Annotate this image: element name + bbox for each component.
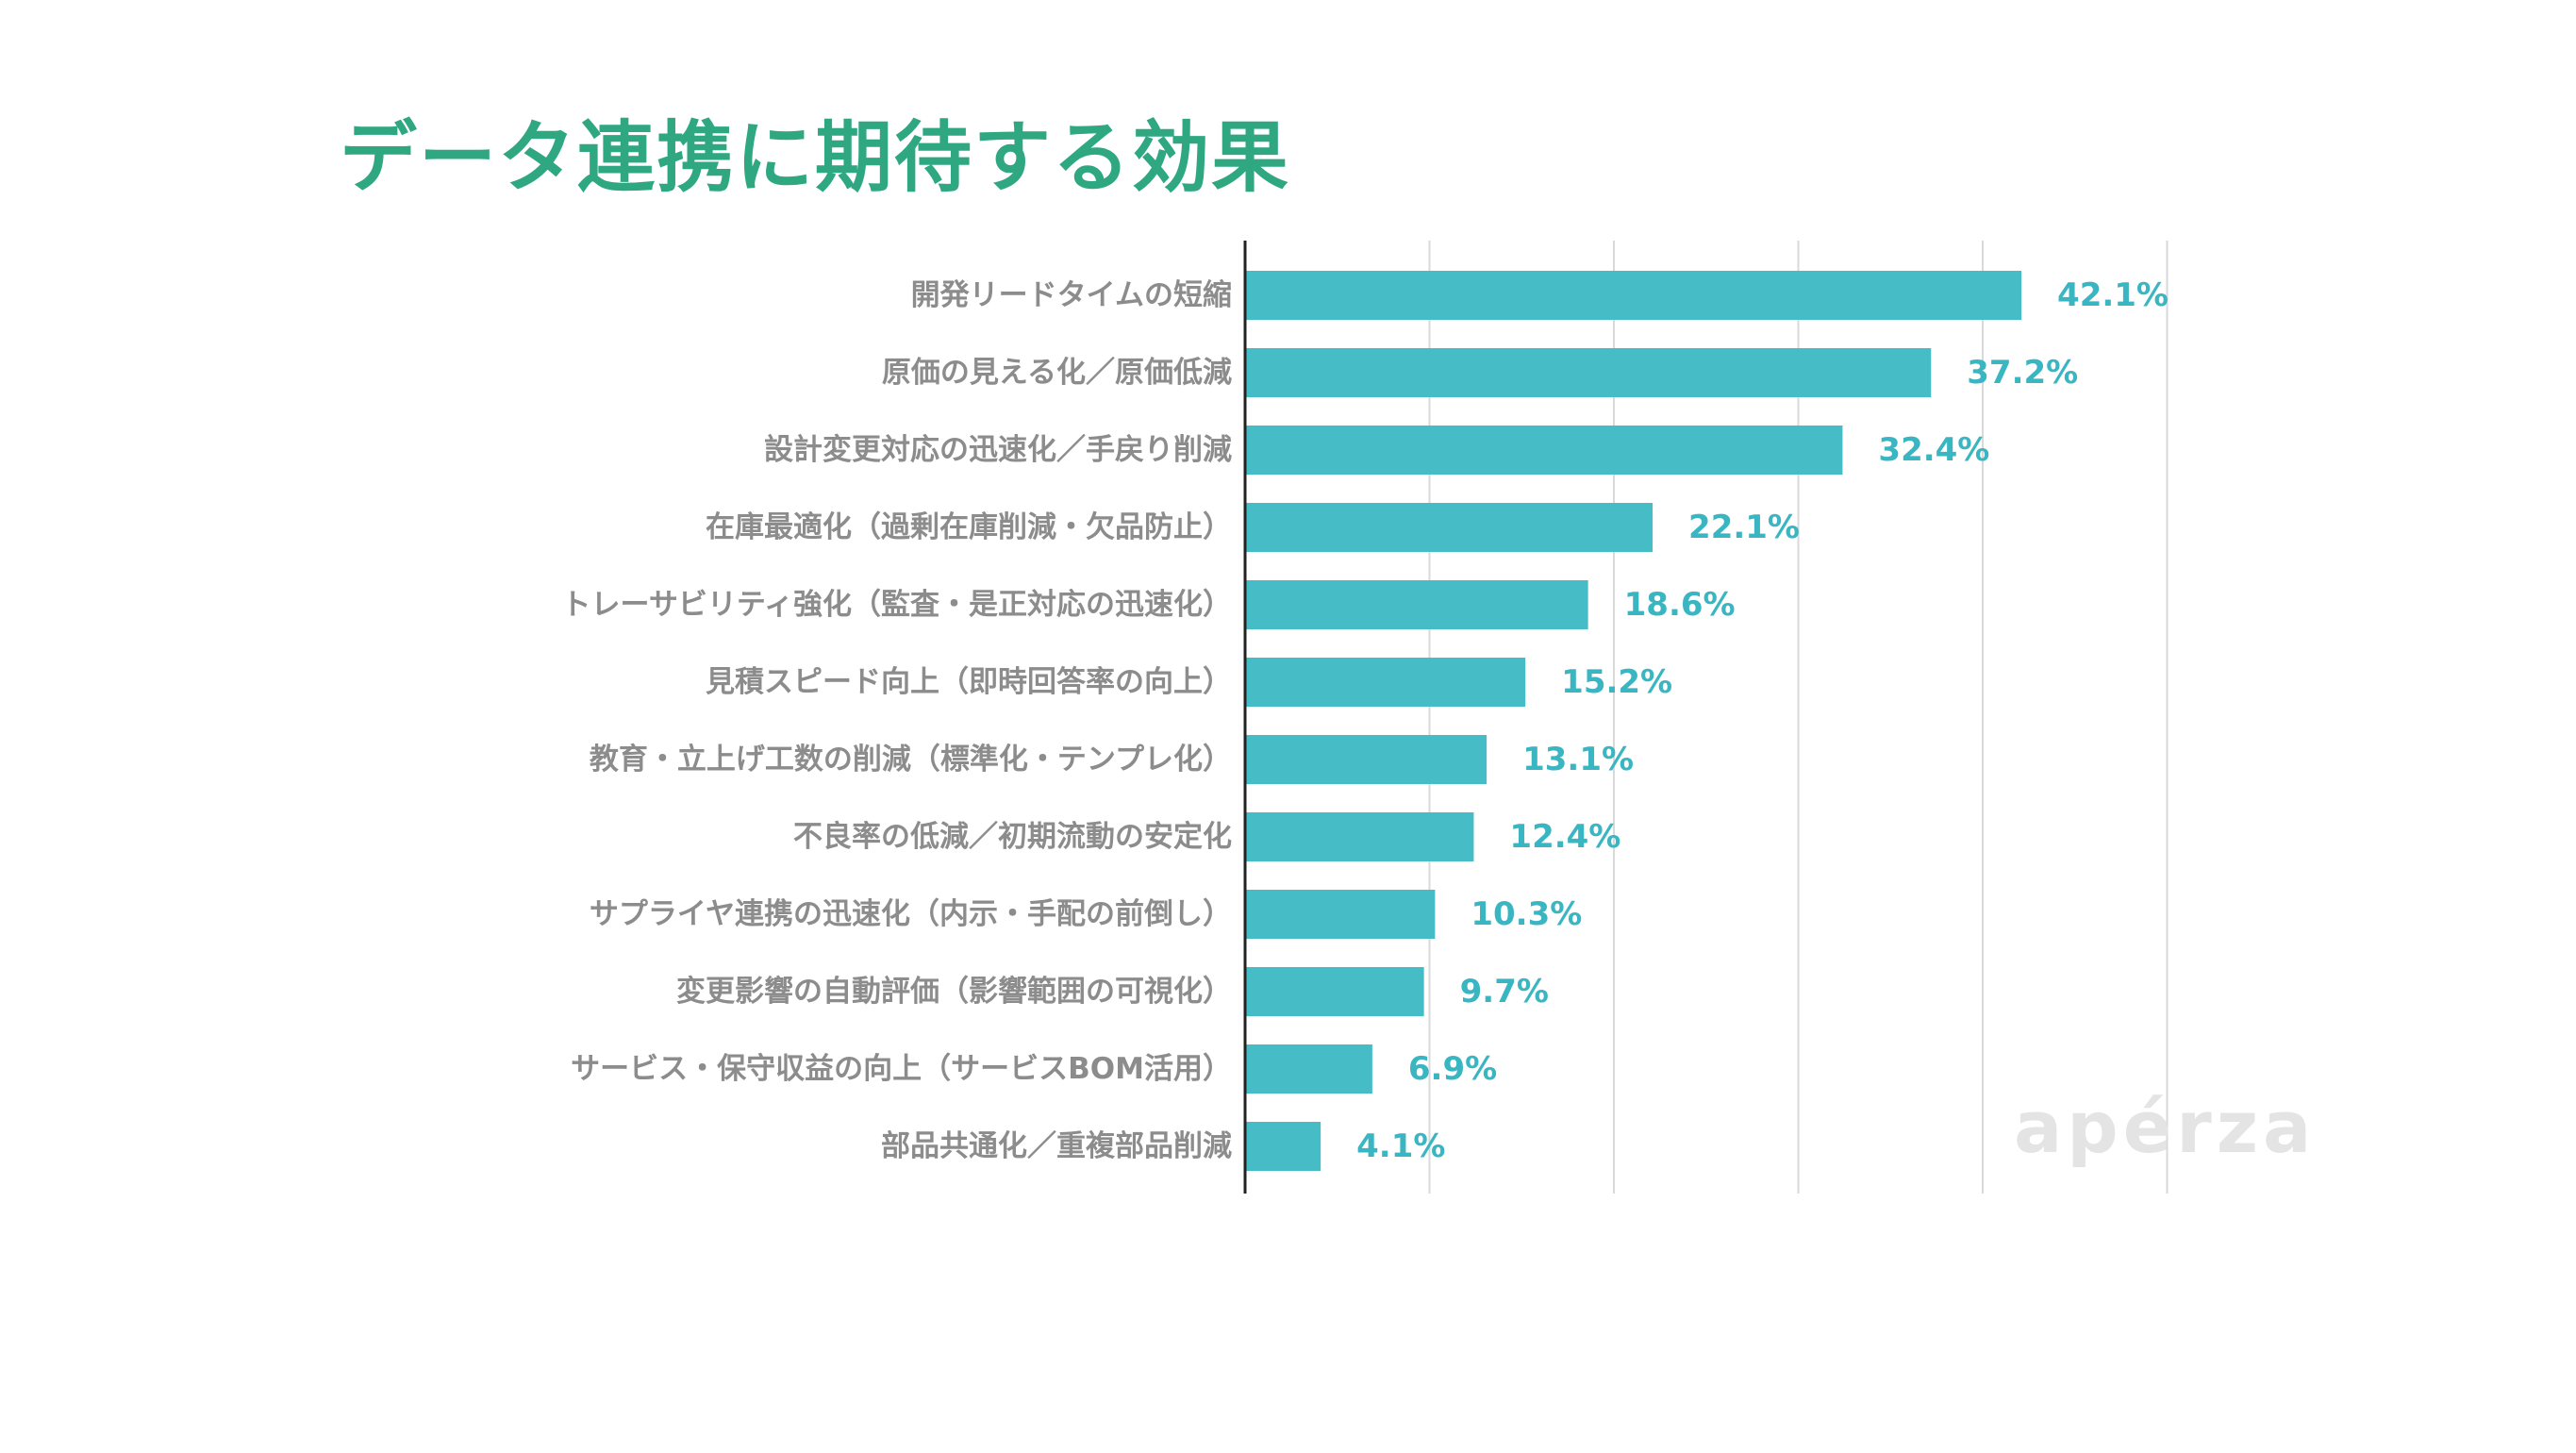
chart-title: データ連携に期待する効果 xyxy=(340,113,1291,203)
category-label-5: トレーサビリティ強化（監査・是正対応の迅速化） xyxy=(561,588,1232,622)
value-label-12: 4.1% xyxy=(1356,1127,1445,1165)
bar-4 xyxy=(1245,503,1654,552)
category-label-2: 原価の見える化／原価低減 xyxy=(882,356,1232,390)
value-label-1: 42.1% xyxy=(2057,276,2169,314)
category-label-11: サービス・保守収益の向上（サービスBOM活用） xyxy=(571,1052,1232,1086)
category-label-8: 不良率の低減／初期流動の安定化 xyxy=(793,820,1232,854)
value-label-11: 6.9% xyxy=(1408,1050,1497,1088)
value-label-5: 18.6% xyxy=(1624,586,1736,624)
bar-2 xyxy=(1245,348,1932,397)
category-label-12: 部品共通化／重複部品削減 xyxy=(881,1129,1232,1163)
bar-3 xyxy=(1245,426,1843,475)
category-label-4: 在庫最適化（過剰在庫削減・欠品防止） xyxy=(706,510,1232,544)
category-label-9: サプライヤ連携の迅速化（内示・手配の前倒し） xyxy=(590,897,1232,931)
bar-10 xyxy=(1245,967,1424,1016)
value-label-4: 22.1% xyxy=(1688,509,1800,546)
aperza-logo-watermark: apérza xyxy=(2014,1085,2317,1169)
category-label-1: 開発リードタイムの短縮 xyxy=(911,278,1232,312)
bar-9 xyxy=(1245,890,1436,939)
gridlines xyxy=(1428,241,2169,1194)
value-label-8: 12.4% xyxy=(1509,818,1620,856)
value-label-7: 13.1% xyxy=(1522,741,1634,778)
category-label-6: 見積スピード向上（即時回答率の向上） xyxy=(706,665,1232,699)
value-labels: 42.1% 37.2% 32.4% 22.1% 18.6% 15.2% 13.1% 12.4%… xyxy=(1356,276,2169,1165)
value-label-3: 32.4% xyxy=(1878,431,1989,469)
category-label-10: 変更影響の自動評価（影響範囲の可視化） xyxy=(676,975,1232,1009)
bar-1 xyxy=(1245,271,2022,320)
bar-8 xyxy=(1245,812,1474,861)
bar-7 xyxy=(1245,735,1487,784)
value-label-6: 15.2% xyxy=(1561,663,1672,701)
bar-11 xyxy=(1245,1044,1372,1094)
bar-12 xyxy=(1245,1122,1321,1171)
bars xyxy=(1245,271,2022,1171)
category-label-3: 設計変更対応の迅速化／手戻り削減 xyxy=(764,433,1232,467)
category-labels: 開発リードタイムの短縮原価の見える化／原価低減設計変更対応の迅速化／手戻り削減在… xyxy=(561,278,1232,1163)
value-label-2: 37.2% xyxy=(1967,354,2078,392)
value-label-9: 10.3% xyxy=(1471,895,1582,933)
bar-5 xyxy=(1245,580,1588,629)
bar-6 xyxy=(1245,658,1526,707)
category-label-7: 教育・立上げ工数の削減（標準化・テンプレ化） xyxy=(590,743,1232,777)
value-label-10: 9.7% xyxy=(1460,973,1549,1010)
